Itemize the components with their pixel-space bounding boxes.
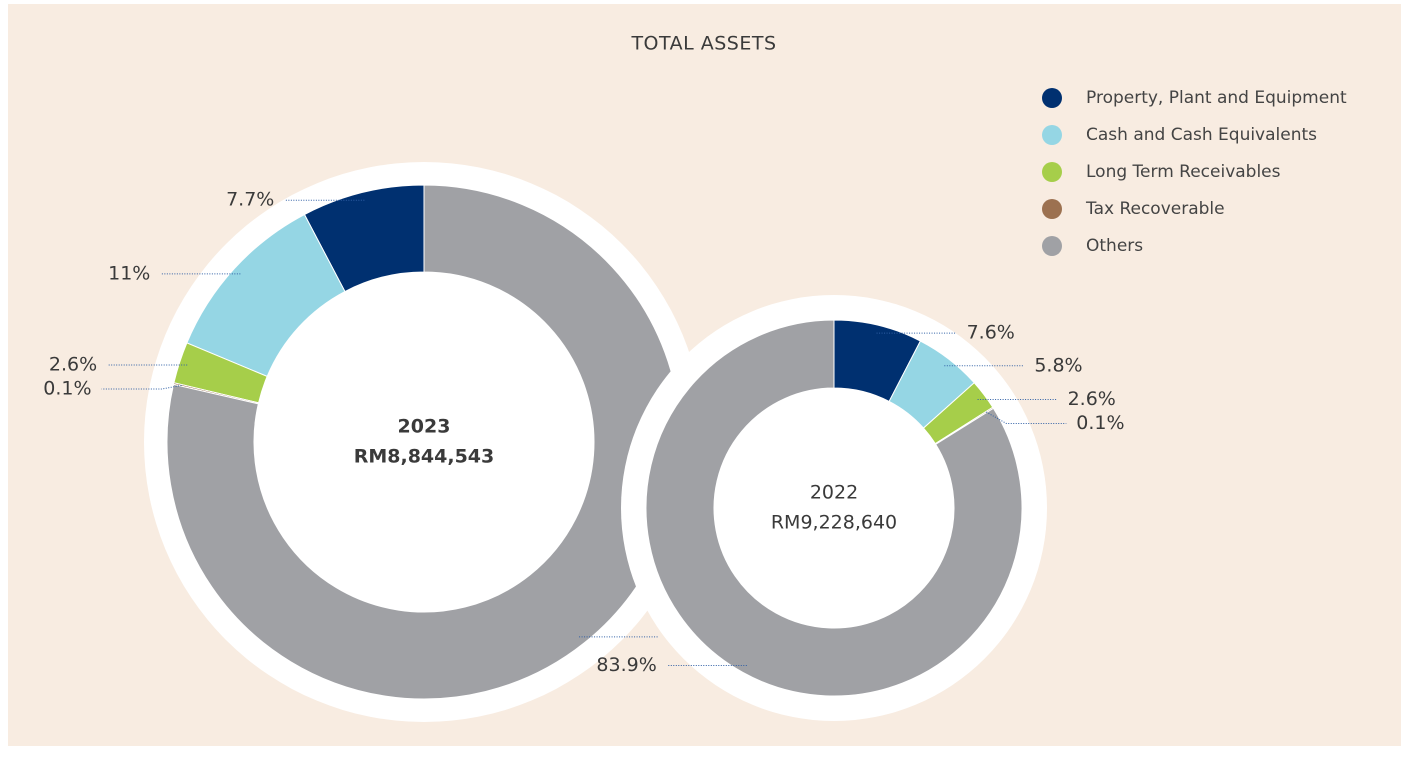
leader-line (986, 411, 1067, 424)
data-label: 0.1% (43, 378, 91, 400)
legend-swatch (1042, 88, 1062, 108)
legend-swatch (1042, 125, 1062, 145)
legend-swatch (1042, 199, 1062, 219)
data-label: 83.9% (596, 654, 656, 676)
legend-swatch (1042, 162, 1062, 182)
chart-title: TOTAL ASSETS (630, 33, 776, 55)
legend-label: Long Term Receivables (1086, 162, 1281, 182)
donut-hole (714, 388, 954, 628)
legend-label: Cash and Cash Equivalents (1086, 125, 1317, 145)
donut-hole (254, 272, 594, 612)
legend-label: Others (1086, 236, 1143, 256)
legend-label: Tax Recoverable (1085, 199, 1225, 219)
center-label: 2022 (810, 482, 858, 504)
leader-line (101, 384, 182, 390)
center-label: RM9,228,640 (771, 512, 897, 534)
data-label: 11% (108, 262, 150, 284)
data-label: 0.1% (1076, 412, 1124, 434)
data-label: 2.6% (1068, 388, 1116, 410)
data-label: 7.6% (967, 322, 1015, 344)
data-label: 5.8% (1034, 354, 1082, 376)
center-label: 2023 (398, 416, 451, 438)
data-label: 7.7% (226, 189, 274, 211)
data-label: 2.6% (49, 354, 97, 376)
legend-label: Property, Plant and Equipment (1086, 88, 1347, 108)
legend-swatch (1042, 236, 1062, 256)
center-label: RM8,844,543 (354, 446, 495, 468)
slice (166, 184, 682, 700)
